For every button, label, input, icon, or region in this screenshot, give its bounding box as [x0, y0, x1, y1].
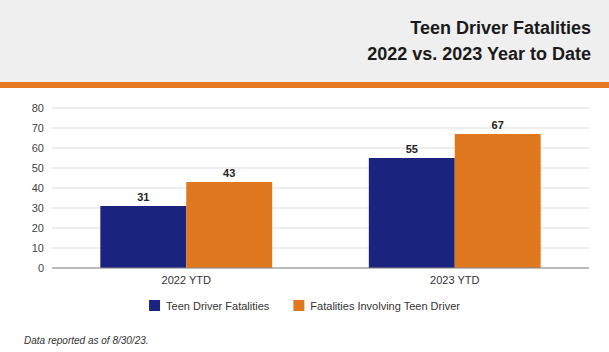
- x-axis-line: [52, 268, 589, 269]
- grid-line: [52, 128, 589, 129]
- legend-swatch: [149, 300, 160, 311]
- bar: [455, 134, 541, 268]
- title: Teen Driver Fatalities: [410, 18, 591, 38]
- y-tick-label: 10: [32, 242, 44, 254]
- chart-svg: Teen Driver Fatalities 2022 vs. 2023 Year…: [0, 0, 609, 352]
- x-tick-label: 2022 YTD: [162, 274, 211, 286]
- data-label: 55: [406, 143, 418, 155]
- bar: [186, 182, 272, 268]
- y-tick-label: 50: [32, 162, 44, 174]
- data-label: 67: [492, 119, 504, 131]
- legend-item: Teen Driver Fatalities: [149, 300, 270, 312]
- y-tick-label: 80: [32, 102, 44, 114]
- legend: Teen Driver Fatalities Fatalities Involvi…: [149, 300, 460, 312]
- header-stripe: [0, 82, 609, 88]
- y-tick-label: 30: [32, 202, 44, 214]
- footnote: Data reported as of 8/30/23.: [24, 335, 149, 346]
- y-tick-label: 70: [32, 122, 44, 134]
- subtitle: 2022 vs. 2023 Year to Date: [367, 44, 591, 64]
- grid-line: [52, 268, 589, 269]
- y-tick-label: 40: [32, 182, 44, 194]
- grid-line: [52, 108, 589, 109]
- header-background: [0, 0, 609, 88]
- bars: [100, 134, 540, 268]
- legend-label: Fatalities Involving Teen Driver: [310, 300, 460, 312]
- legend-label: Teen Driver Fatalities: [166, 300, 270, 312]
- data-label: 43: [223, 167, 235, 179]
- legend-swatch: [293, 300, 304, 311]
- bar: [369, 158, 455, 268]
- y-tick-label: 0: [38, 262, 44, 274]
- chart-container: Teen Driver Fatalities 2022 vs. 2023 Year…: [0, 0, 609, 352]
- y-tick-label: 20: [32, 222, 44, 234]
- legend-item: Fatalities Involving Teen Driver: [293, 300, 460, 312]
- data-label: 31: [137, 191, 149, 203]
- y-tick-label: 60: [32, 142, 44, 154]
- bar: [100, 206, 186, 268]
- grid: [52, 108, 589, 268]
- data-labels: 31 55 43 67: [137, 119, 504, 203]
- x-tick-label: 2023 YTD: [430, 274, 479, 286]
